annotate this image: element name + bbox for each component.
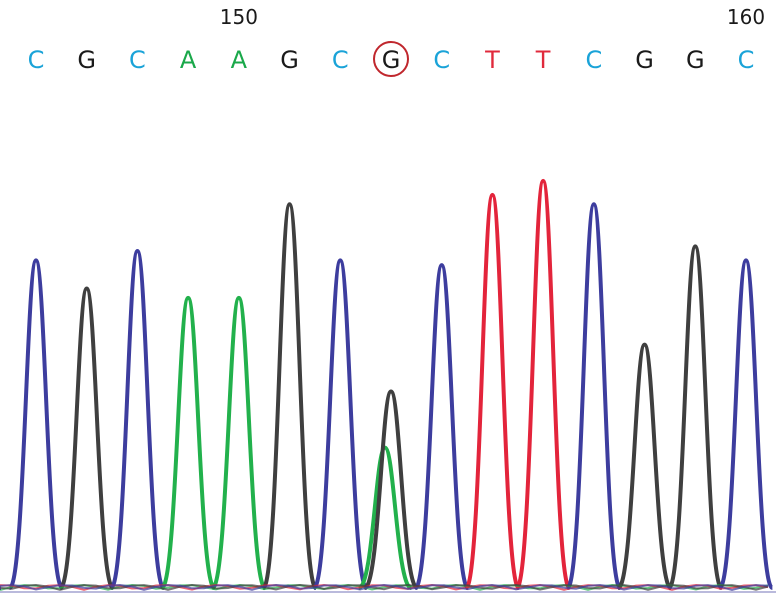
trace-noise — [0, 583, 769, 592]
position-label: 150 — [220, 5, 258, 29]
trace-peak-7 — [362, 389, 420, 590]
base-call-13: G — [686, 46, 705, 74]
trace-peak-14 — [717, 258, 775, 590]
trace-peak-2 — [109, 249, 166, 590]
trace-peak-6 — [311, 258, 369, 590]
position-labels: 150 160 — [220, 5, 765, 29]
base-call-8: C — [433, 46, 450, 74]
base-call-9: T — [484, 46, 500, 74]
base-call-12: G — [635, 46, 654, 74]
trace-peak-11 — [565, 202, 623, 590]
trace-peak-3 — [159, 295, 217, 590]
trace-peak-5 — [261, 202, 318, 590]
base-call-6: C — [332, 46, 349, 74]
trace-peak-secondary-7 — [357, 445, 413, 590]
base-call-5: G — [280, 46, 299, 74]
trace-peak-0 — [7, 258, 65, 590]
base-call-1: G — [77, 46, 96, 74]
trace-peak-13 — [666, 244, 724, 590]
base-call-4: A — [231, 46, 248, 74]
trace-peak-4 — [210, 295, 268, 590]
trace-peak-12 — [616, 342, 673, 590]
position-label: 160 — [727, 5, 765, 29]
base-call-14: C — [738, 46, 755, 74]
trace-peak-10 — [514, 178, 572, 590]
trace-layer — [0, 178, 775, 592]
base-call-7: G — [382, 46, 401, 74]
trace-peak-9 — [464, 192, 521, 590]
base-call-11: C — [585, 46, 602, 74]
base-call-10: T — [535, 46, 551, 74]
highlight-circle — [373, 41, 409, 77]
base-call-3: A — [180, 46, 197, 74]
trace-peak-1 — [58, 286, 116, 590]
base-call-0: C — [28, 46, 45, 74]
base-call-2: C — [129, 46, 146, 74]
trace-peak-8 — [413, 263, 471, 590]
